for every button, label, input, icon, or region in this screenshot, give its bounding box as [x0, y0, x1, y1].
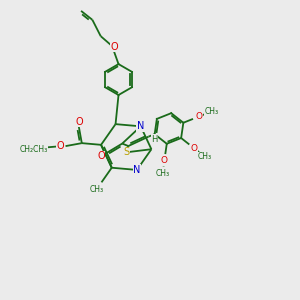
Text: H: H [151, 135, 158, 144]
Text: CH₃: CH₃ [155, 169, 170, 178]
Text: CH₂CH₃: CH₂CH₃ [20, 145, 48, 154]
Text: CH₃: CH₃ [198, 152, 212, 161]
Text: O: O [161, 156, 168, 165]
Text: O: O [56, 141, 64, 151]
Text: CH₃: CH₃ [205, 107, 219, 116]
Text: N: N [133, 165, 141, 175]
Text: O: O [191, 144, 198, 153]
Text: CH₃: CH₃ [90, 184, 104, 194]
Text: O: O [110, 42, 118, 52]
Text: N: N [137, 121, 144, 131]
Text: S: S [123, 147, 129, 157]
Text: O: O [75, 117, 83, 127]
Text: O: O [97, 151, 105, 161]
Text: O: O [196, 112, 202, 121]
